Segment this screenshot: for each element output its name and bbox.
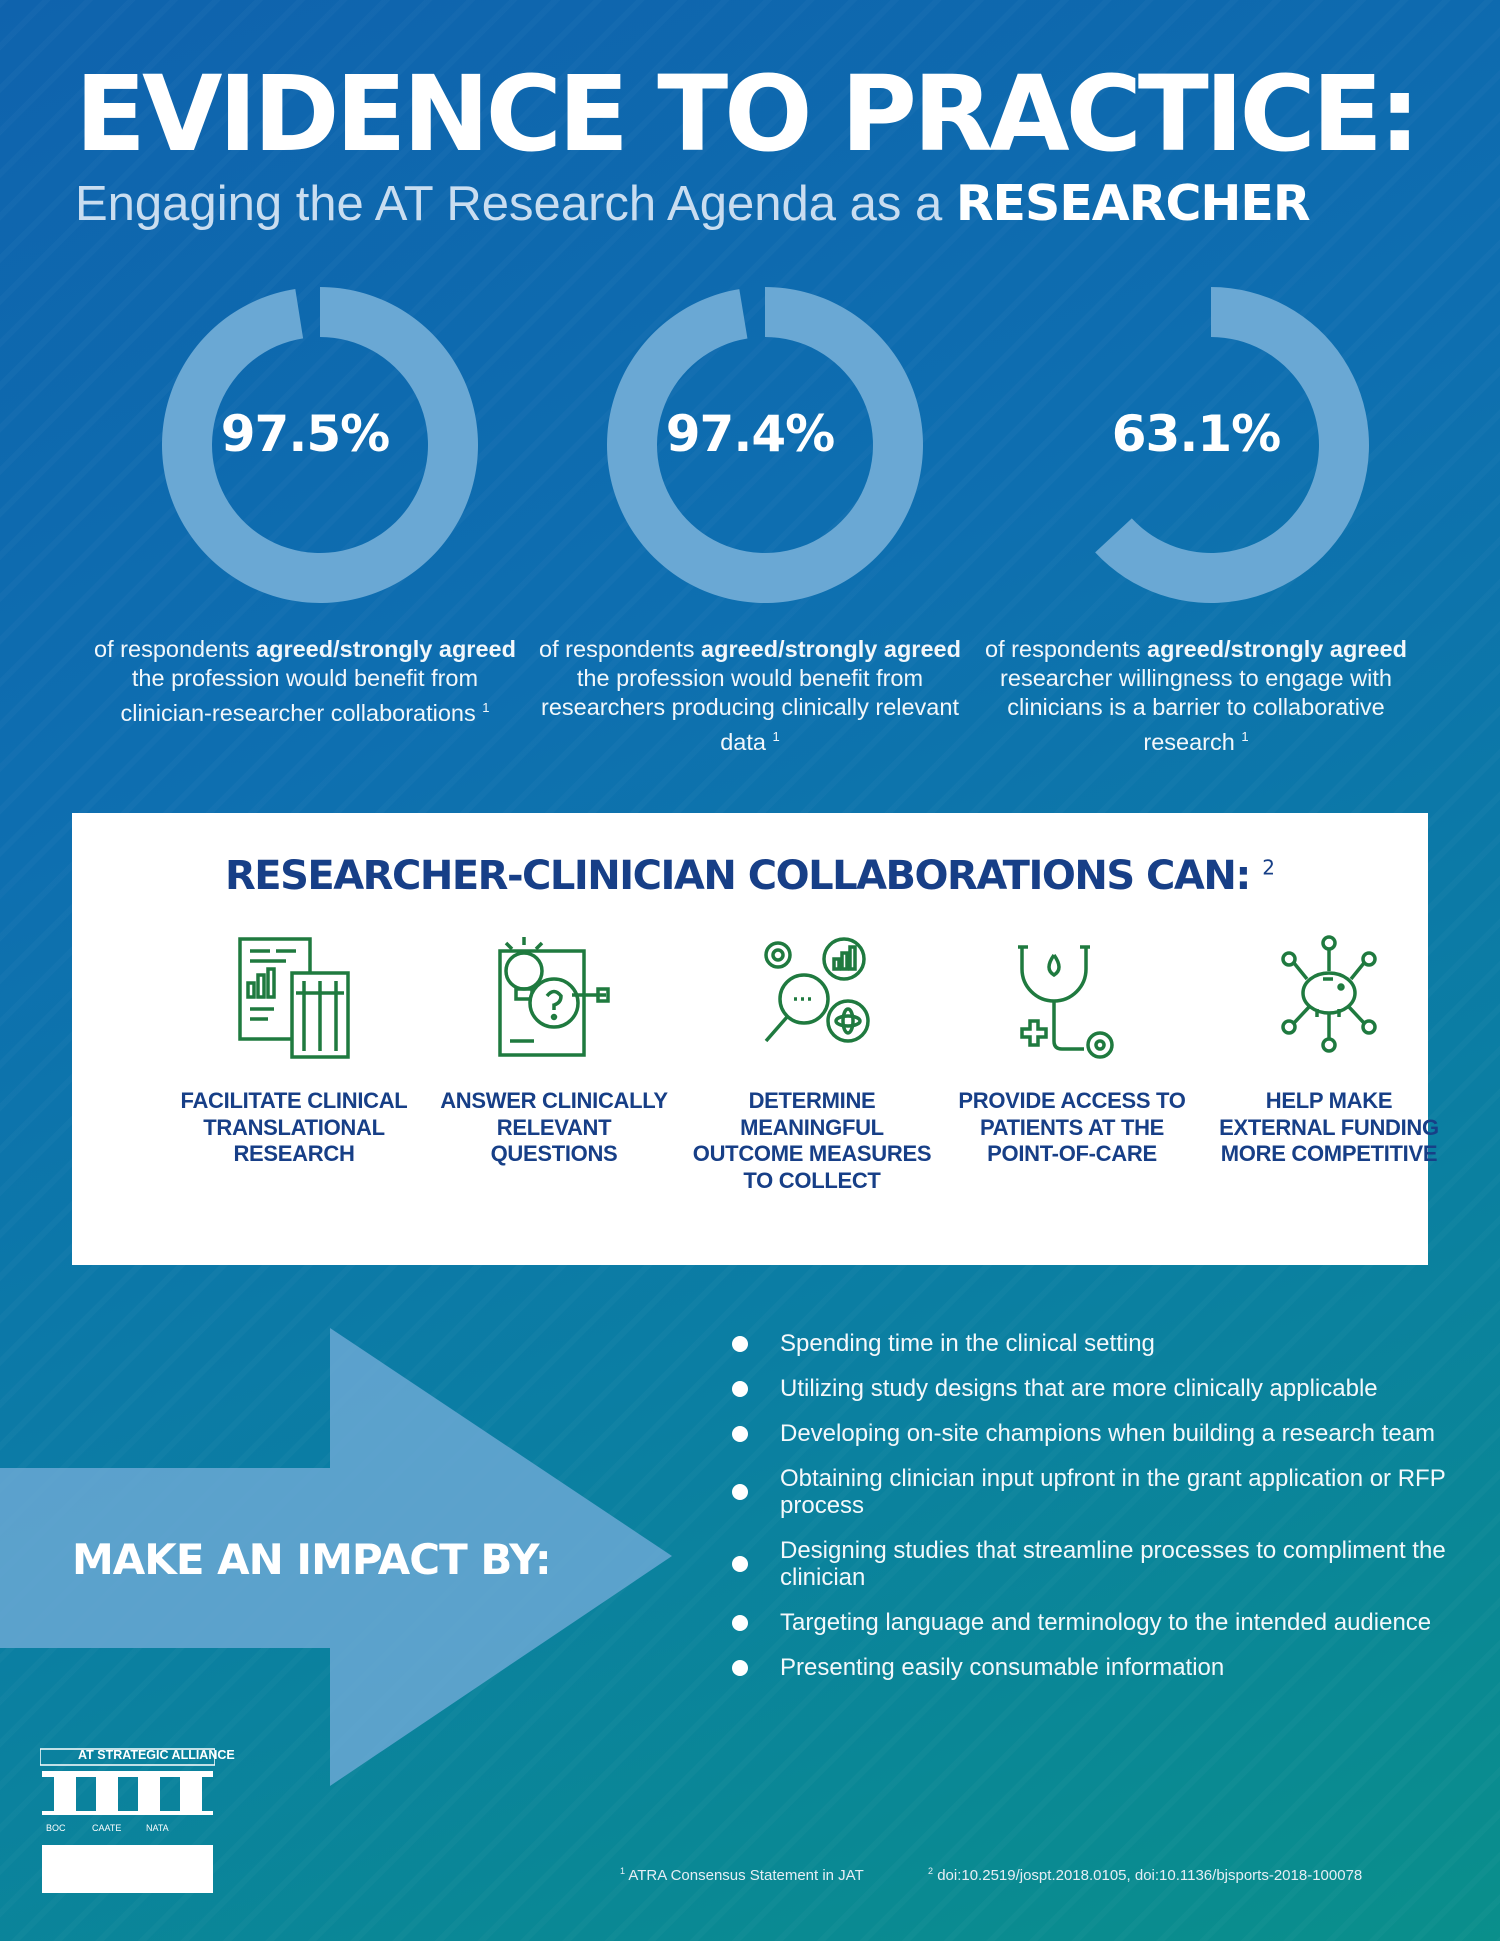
bullet-icon [732,1484,748,1500]
donut-arc-2 [607,287,923,603]
impact-item-4: Obtaining clinician input upfront in the… [730,1465,1450,1519]
bullet-icon [732,1380,748,1397]
research-document-icon [238,937,350,1059]
impact-item-6: Targeting language and terminology to th… [730,1609,1450,1636]
benefit-label-3: DETERMINE MEANINGFUL OUTCOME MEASURES TO… [692,1088,932,1193]
stat-description-1: of respondents agreed/strongly agreed th… [94,636,516,726]
bullet-icon [732,1425,748,1442]
donut-chart-1 [161,287,478,603]
stat-value-3: 63.1% [1111,405,1281,463]
benefit-label-4: PROVIDE ACCESS TO PATIENTS AT THE POINT-… [958,1088,1186,1166]
piggy-bank-network-icon [1281,935,1377,1053]
donut-arc-1 [161,287,478,603]
donut-chart-2 [607,287,923,603]
stethoscope-icon [1018,945,1114,1059]
donut-arc-3 [1095,287,1369,603]
bullet-icon [732,1335,748,1352]
stat-description-2: of respondents agreed/strongly agreed th… [539,636,961,755]
logo-name: AT STRATEGIC ALLIANCE [78,1748,235,1762]
impact-heading: MAKE AN IMPACT BY: [72,1535,552,1584]
footnote-2: 2 doi:10.2519/jospt.2018.0105, doi:10.11… [928,1866,1363,1884]
benefit-label-2: ANSWER CLINICALLY RELEVANT QUESTIONS [440,1088,668,1166]
subtitle-emphasis: RESEARCHER [955,175,1311,232]
bullet-icon [732,1614,748,1631]
impact-item-1: Spending time in the clinical setting [730,1330,1450,1357]
impact-item-2: Utilizing study designs that are more cl… [730,1375,1450,1402]
subtitle-prefix: Engaging the AT Research Agenda as a [75,177,956,231]
impact-item-5: Designing studies that streamline proces… [730,1537,1450,1591]
pillars-logo-icon [39,1748,216,1893]
collaborations-title: RESEARCHER-CLINICIAN COLLABORATIONS CAN:… [224,853,1276,899]
strategic-alliance-logo: AT STRATEGIC ALLIANCE BOC CAATE NATA [39,1745,235,1895]
collaborations-panel: RESEARCHER-CLINICIAN COLLABORATIONS CAN:… [72,813,1439,1265]
impact-item-7: Presenting easily consumable information [730,1654,1450,1681]
bullet-icon [732,1556,748,1572]
footnote-1: 1 ATRA Consensus Statement in JAT [620,1866,864,1884]
benefit-label-1: FACILITATE CLINICAL TRANSLATIONAL RESEAR… [180,1088,408,1166]
impact-item-3: Developing on-site champions when buildi… [730,1420,1450,1447]
impact-arrow-shape [0,1328,672,1786]
page-title: EVIDENCE TO PRACTICE: [75,53,1420,175]
page-subtitle: Engaging the AT Research Agenda as a RES… [75,175,1455,232]
stat-value-1: 97.5% [220,405,390,463]
lightbulb-question-icon [498,937,610,1057]
bullet-icon [732,1659,748,1676]
stat-description-3: of respondents agreed/strongly agreed re… [985,636,1407,755]
donut-chart-3 [1095,287,1369,603]
benefit-label-5: HELP MAKE EXTERNAL FUNDING MORE COMPETIT… [1219,1088,1439,1166]
gears-magnifier-icon [764,937,870,1043]
impact-list: Spending time in the clinical setting Ut… [730,1330,1450,1699]
stat-value-2: 97.4% [665,405,835,463]
